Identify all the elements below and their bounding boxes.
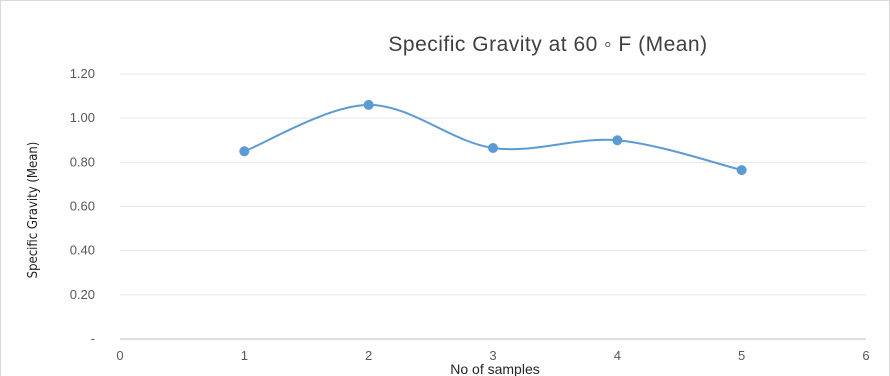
- y-axis-label: Specific Gravity (Mean): [26, 142, 41, 279]
- data-point: [239, 146, 250, 157]
- y-tick-label: 0.40: [70, 243, 95, 258]
- y-tick-label: 1.00: [70, 110, 95, 125]
- x-tick-label: 5: [738, 348, 745, 363]
- y-axis-ticks: - 0.20 0.40 0.60 0.80 1.00 1.20: [70, 66, 95, 346]
- x-axis-ticks: 0 1 2 3 4 5 6: [116, 348, 869, 363]
- data-point: [612, 135, 623, 146]
- y-tick-label: 0.80: [70, 154, 95, 169]
- x-axis-label: No of samples: [450, 361, 539, 376]
- data-point: [736, 165, 747, 176]
- series-layer: [239, 99, 747, 176]
- data-point: [363, 99, 374, 110]
- x-tick-label: 0: [116, 348, 123, 363]
- x-tick-label: 2: [365, 348, 372, 363]
- x-tick-label: 1: [241, 348, 248, 363]
- x-tick-label: 6: [862, 348, 869, 363]
- chart-title: Specific Gravity at 60 ◦ F (Mean): [388, 33, 707, 56]
- y-tick-label: 0.60: [70, 199, 95, 214]
- gridlines: [120, 73, 866, 340]
- series-line: [243, 103, 742, 172]
- x-tick-label: 3: [489, 348, 496, 363]
- y-tick-label: 1.20: [70, 66, 95, 81]
- y-tick-label: 0.20: [70, 287, 95, 302]
- data-point: [488, 142, 498, 153]
- y-tick-label: -: [91, 331, 95, 346]
- x-tick-label: 4: [614, 348, 621, 363]
